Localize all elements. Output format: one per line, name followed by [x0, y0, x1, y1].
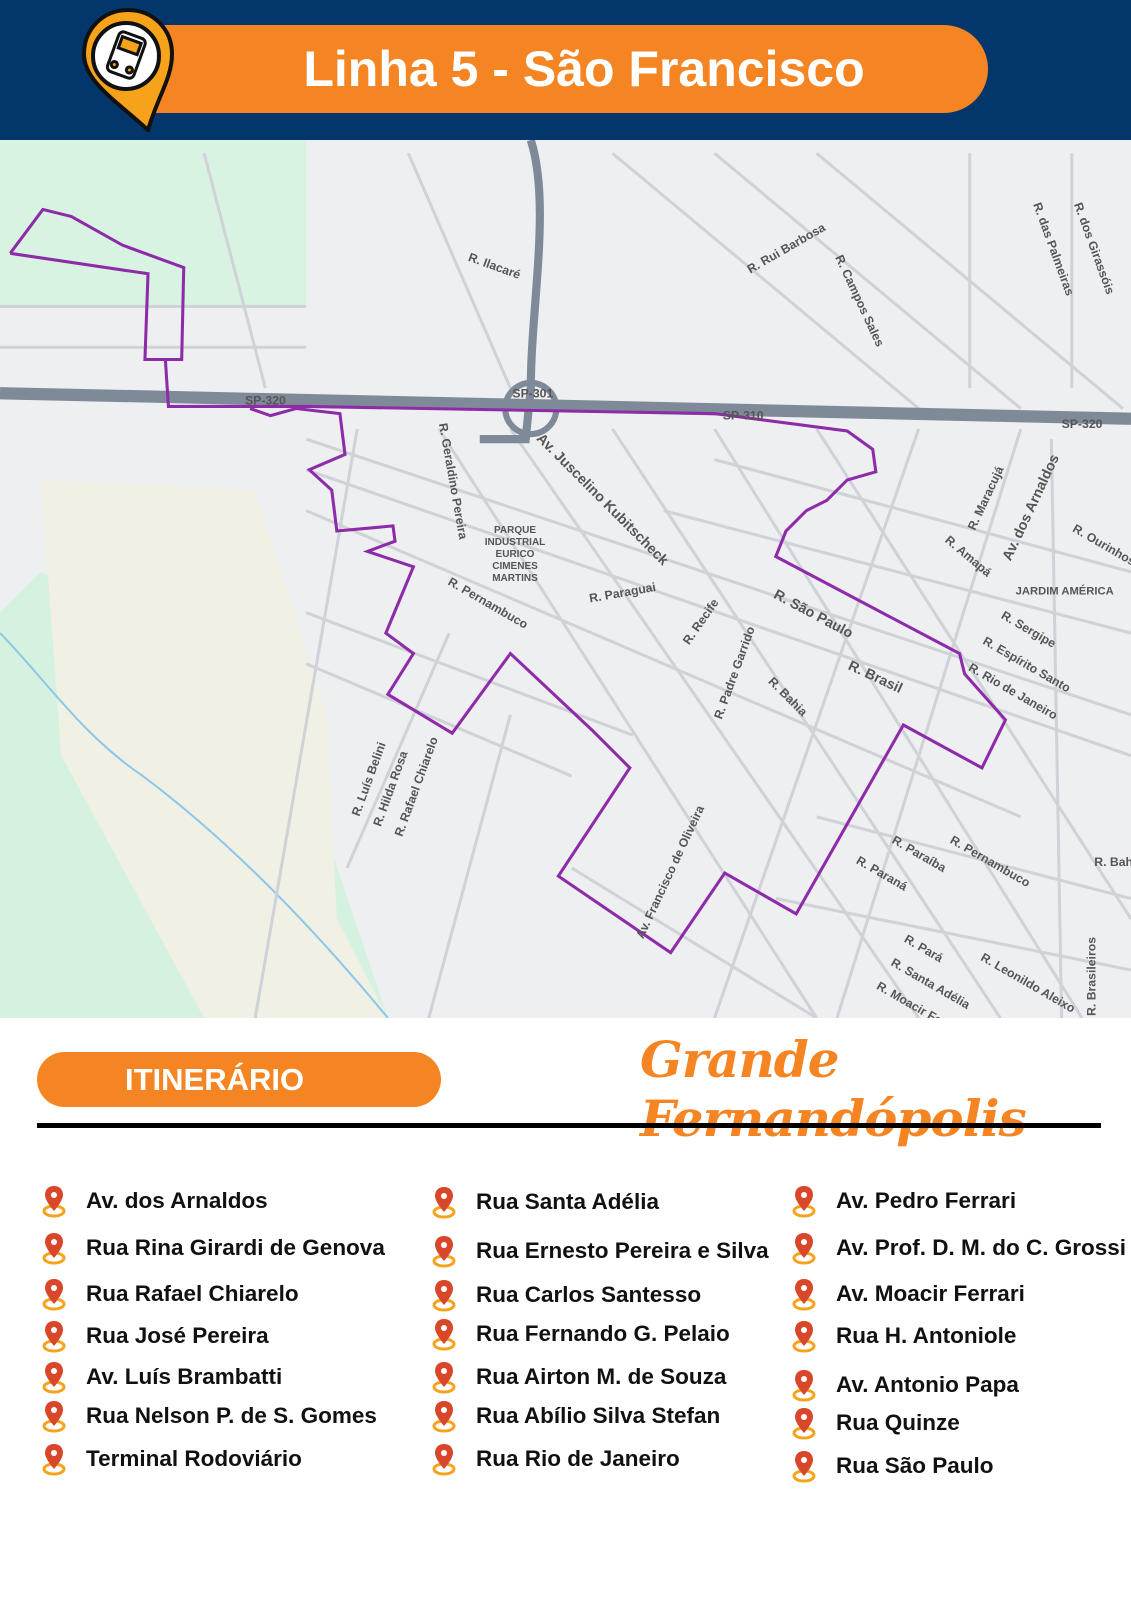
street-name: Av. Luís Brambatti [86, 1364, 283, 1389]
list-item: Rua Nelson P. de S. Gomes [40, 1399, 377, 1433]
street-name: Rua Rio de Janeiro [476, 1446, 680, 1471]
bus-route-line-main[interactable] [163, 359, 1008, 955]
list-item: Av. Moacir Ferrari [790, 1277, 1025, 1311]
location-pin-icon [432, 1401, 456, 1433]
street-name: Av. Antonio Papa [836, 1372, 1019, 1397]
map-label: JARDIM AMÉRICA [1016, 584, 1114, 597]
street-name: Rua José Pereira [86, 1323, 269, 1348]
location-pin-icon [42, 1444, 66, 1476]
map-label: R. Bahia [1094, 855, 1131, 869]
street-name: Rua Ernesto Pereira e Silva [476, 1238, 769, 1263]
street-name: Av. dos Arnaldos [86, 1188, 268, 1213]
street-name: Rua Santa Adélia [476, 1189, 659, 1214]
list-item: Rua Rina Girardi de Genova [40, 1231, 385, 1265]
location-pin-icon [792, 1186, 816, 1218]
location-pin-icon [792, 1233, 816, 1265]
street-name: Terminal Rodoviário [86, 1446, 302, 1471]
location-pin-icon [432, 1236, 456, 1268]
street-grid [0, 152, 1131, 1018]
list-item: Rua Airton M. de Souza [430, 1360, 726, 1394]
list-item: Rua São Paulo [790, 1449, 994, 1483]
list-item: Rua Quinze [790, 1406, 960, 1440]
street-name: Rua Rina Girardi de Genova [86, 1235, 385, 1260]
list-item: Rua José Pereira [40, 1319, 269, 1353]
list-item: Av. Prof. D. M. do C. Grossi [790, 1231, 1126, 1265]
list-item: Av. dos Arnaldos [40, 1184, 268, 1218]
list-item: Rua Fernando G. Pelaio [430, 1317, 730, 1351]
street-name: Rua Rafael Chiarelo [86, 1281, 299, 1306]
list-item: Av. Pedro Ferrari [790, 1184, 1016, 1218]
page-title: Linha 5 - São Francisco [150, 25, 988, 113]
map-canvas: R. Ilacaré R. Rui Barbosa R. Campos Sale… [0, 140, 1131, 1018]
location-pin-icon [792, 1321, 816, 1353]
street-name: Av. Prof. D. M. do C. Grossi [836, 1235, 1127, 1260]
map-label: SP-320 [245, 393, 286, 407]
location-pin-icon [792, 1279, 816, 1311]
list-item: Av. Antonio Papa [790, 1368, 1019, 1402]
map-label: SP-310 [723, 409, 764, 423]
street-name: Av. Pedro Ferrari [836, 1188, 1017, 1213]
list-item: Rua H. Antoniole [790, 1319, 1016, 1353]
location-pin-icon [432, 1280, 456, 1312]
list-item: Rua Abílio Silva Stefan [430, 1399, 720, 1433]
street-name: Rua Nelson P. de S. Gomes [86, 1403, 377, 1428]
location-pin-icon [42, 1321, 66, 1353]
street-name: Rua Fernando G. Pelaio [476, 1321, 730, 1346]
bus-route-line[interactable] [8, 207, 186, 362]
bus-pin-icon [81, 7, 175, 132]
map-label-parque: PARQUE INDUSTRIAL EURICO CIMENES MARTINS [484, 525, 546, 584]
street-name: Rua Abílio Silva Stefan [476, 1403, 721, 1428]
street-name: Av. Moacir Ferrari [836, 1281, 1025, 1306]
list-item: Rua Carlos Santesso [430, 1278, 701, 1312]
map-label: SP-320 [1062, 417, 1103, 431]
list-item: Av. Luís Brambatti [40, 1360, 282, 1394]
header-bar: Linha 5 - São Francisco [0, 0, 1131, 140]
list-item: Rua Rio de Janeiro [430, 1442, 680, 1476]
location-pin-icon [42, 1279, 66, 1311]
street-name: Rua H. Antoniole [836, 1323, 1017, 1348]
street-name: Rua Quinze [836, 1410, 960, 1435]
map-label: R. Brasileiros [1084, 937, 1098, 1016]
location-pin-icon [432, 1362, 456, 1394]
brand-logo: Grande Fernandópolis [640, 1030, 1027, 1148]
location-pin-icon [792, 1451, 816, 1483]
location-pin-icon [432, 1187, 456, 1219]
location-pin-icon [432, 1319, 456, 1351]
route-map[interactable]: R. Ilacaré R. Rui Barbosa R. Campos Sale… [0, 140, 1131, 1018]
location-pin-icon [792, 1408, 816, 1440]
location-pin-icon [42, 1362, 66, 1394]
map-label: SP-301 [512, 386, 553, 400]
location-pin-icon [792, 1370, 816, 1402]
list-item: Terminal Rodoviário [40, 1442, 302, 1476]
street-name: Rua São Paulo [836, 1453, 994, 1478]
divider [37, 1123, 1101, 1128]
street-name: Rua Airton M. de Souza [476, 1364, 727, 1389]
location-pin-icon [42, 1233, 66, 1265]
list-item: Rua Ernesto Pereira e Silva [430, 1234, 769, 1268]
list-item: Rua Rafael Chiarelo [40, 1277, 299, 1311]
location-pin-icon [432, 1444, 456, 1476]
list-item: Rua Santa Adélia [430, 1185, 659, 1219]
itinerary-heading: ITINERÁRIO [37, 1052, 441, 1107]
location-pin-icon [42, 1186, 66, 1218]
street-name: Rua Carlos Santesso [476, 1282, 702, 1307]
location-pin-icon [42, 1401, 66, 1433]
